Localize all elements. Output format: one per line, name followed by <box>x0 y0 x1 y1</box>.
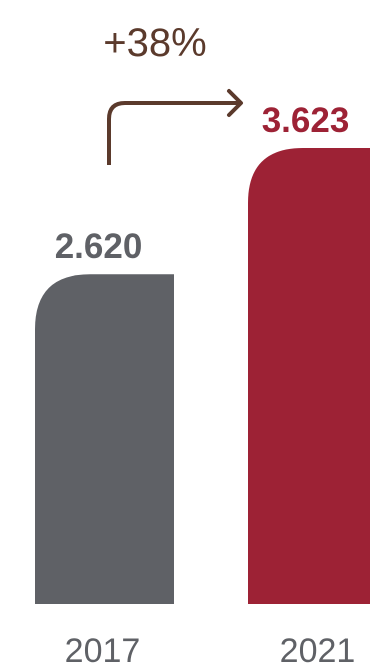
x-tick-label-2017: 2017 <box>65 632 141 666</box>
bar-2017 <box>35 274 174 604</box>
growth-annotation: +38% <box>103 21 243 165</box>
growth-percentage-label: +38% <box>103 21 206 65</box>
value-label-2017: 2.620 <box>55 227 143 266</box>
x-tick-label-2021: 2021 <box>280 632 356 666</box>
growth-arrow <box>107 101 241 165</box>
value-label-2021: 3.623 <box>262 101 350 140</box>
bar-2021 <box>248 148 370 604</box>
arrowhead-icon <box>227 89 243 117</box>
x-axis-tick-labels: 2017 2021 <box>65 632 356 666</box>
bars <box>35 148 370 604</box>
value-labels: 2.620 3.623 <box>55 101 350 266</box>
